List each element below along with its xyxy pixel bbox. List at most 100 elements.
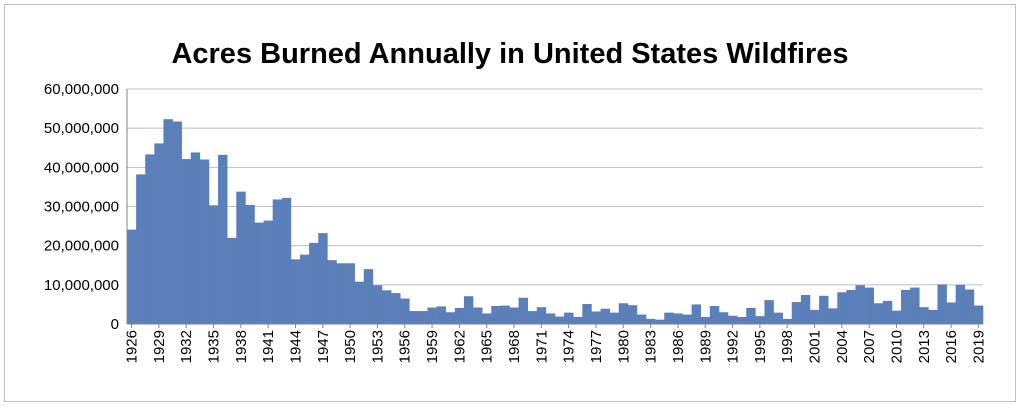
- bar-1980: [618, 303, 629, 324]
- x-tick-label: 1995: [752, 330, 769, 363]
- x-tick-label: 2010: [888, 330, 905, 363]
- bar-1953: [372, 285, 383, 324]
- bar-2016: [946, 302, 956, 324]
- bar-2017: [955, 284, 966, 324]
- y-tick-label: 50,000,000: [44, 120, 119, 137]
- bar-1950: [345, 263, 355, 324]
- bar-chart: Acres Burned Annually in United States W…: [44, 38, 988, 363]
- x-tick-label: 2007: [861, 330, 878, 363]
- x-tick-label: 1956: [397, 330, 414, 363]
- x-tick-label: 1944: [287, 330, 304, 363]
- bar-1926: [127, 229, 137, 324]
- bar-1993: [737, 316, 747, 324]
- bar-2004: [837, 292, 847, 324]
- bar-1978: [600, 308, 610, 324]
- bar-1974: [564, 312, 574, 324]
- bar-1961: [445, 312, 456, 324]
- x-tick-label: 1938: [233, 330, 250, 363]
- bar-2003: [828, 308, 838, 324]
- bar-1989: [700, 316, 711, 324]
- bar-1932: [181, 159, 192, 324]
- bar-1981: [627, 305, 638, 324]
- x-axis-tick-labels: 1926 1929 1932 1935 1938 1941 1944 1947 1950 1953…: [124, 330, 988, 363]
- bar-2006: [855, 285, 865, 324]
- chart-title: Acres Burned Annually in United States W…: [171, 38, 848, 70]
- x-tick-label: 1926: [124, 330, 141, 363]
- bar-1959: [427, 307, 437, 324]
- x-tick-label: 1968: [506, 330, 523, 363]
- bar-1952: [363, 269, 374, 324]
- bar-2002: [819, 295, 829, 324]
- bar-2009: [882, 300, 893, 324]
- bar-2007: [864, 287, 875, 324]
- bar-1977: [591, 311, 601, 324]
- y-tick-label: 20,000,000: [44, 238, 119, 255]
- x-tick-label: 1980: [615, 330, 632, 363]
- x-tick-label: 1971: [533, 330, 550, 363]
- x-tick-label: 1941: [260, 330, 277, 363]
- bar-2001: [809, 309, 820, 324]
- bar-1966: [491, 305, 501, 324]
- x-tick-label: 1998: [779, 330, 796, 363]
- bar-1995: [755, 316, 765, 324]
- bar-1988: [691, 304, 702, 324]
- x-tick-label: 1989: [697, 330, 714, 363]
- bar-1992: [728, 315, 738, 324]
- x-tick-label: 1965: [479, 330, 496, 363]
- bar-1945: [300, 254, 310, 324]
- bar-1939: [245, 204, 255, 324]
- bar-1979: [609, 312, 620, 324]
- y-tick-label: 0: [111, 316, 119, 333]
- x-tick-label: 1935: [206, 330, 223, 363]
- x-tick-label: 2016: [943, 330, 960, 363]
- bars: [127, 119, 984, 325]
- bar-2000: [800, 295, 811, 324]
- y-tick-label: 40,000,000: [44, 159, 119, 176]
- bar-1991: [718, 312, 729, 324]
- y-tick-label: 60,000,000: [44, 81, 119, 98]
- bar-1975: [573, 316, 583, 324]
- x-tick-label: 1992: [725, 330, 742, 363]
- bar-1976: [582, 304, 592, 324]
- bar-1955: [391, 293, 401, 324]
- bar-1928: [145, 154, 155, 324]
- bar-2012: [910, 287, 920, 324]
- bar-1940: [254, 222, 264, 324]
- bar-1999: [791, 302, 802, 324]
- x-tick-label: 1962: [451, 330, 468, 363]
- x-tick-label: 1953: [369, 330, 386, 363]
- bar-2008: [873, 303, 884, 324]
- x-tick-label: 2013: [916, 330, 933, 363]
- bar-1997: [773, 312, 783, 324]
- x-tick-label: 1959: [424, 330, 441, 363]
- bar-1957: [409, 311, 419, 324]
- bar-2019: [973, 305, 984, 324]
- bar-2014: [928, 309, 938, 324]
- bar-1942: [272, 199, 283, 324]
- bar-2011: [901, 289, 911, 324]
- bar-1984: [655, 319, 665, 324]
- bar-1936: [218, 154, 228, 324]
- bar-1998: [782, 318, 793, 324]
- bar-1931: [172, 121, 182, 324]
- bar-1996: [764, 300, 774, 324]
- y-tick-label: 30,000,000: [44, 199, 119, 216]
- bar-1964: [473, 307, 483, 324]
- bar-1930: [163, 119, 173, 324]
- bar-1967: [500, 305, 510, 324]
- bar-1947: [318, 233, 328, 324]
- bar-1935: [208, 205, 219, 324]
- bar-1969: [518, 297, 528, 324]
- bar-1968: [509, 307, 519, 324]
- x-tick-label: 1932: [178, 330, 195, 363]
- bar-1929: [154, 143, 164, 324]
- bar-1943: [281, 197, 292, 324]
- bar-1956: [400, 298, 410, 324]
- bar-2005: [846, 289, 856, 324]
- bar-1941: [263, 220, 274, 324]
- axes: [126, 89, 983, 328]
- bar-1944: [290, 259, 301, 325]
- bar-2018: [964, 289, 975, 324]
- chart-frame: Acres Burned Annually in United States W…: [4, 4, 1016, 402]
- x-tick-label: 1947: [315, 330, 332, 363]
